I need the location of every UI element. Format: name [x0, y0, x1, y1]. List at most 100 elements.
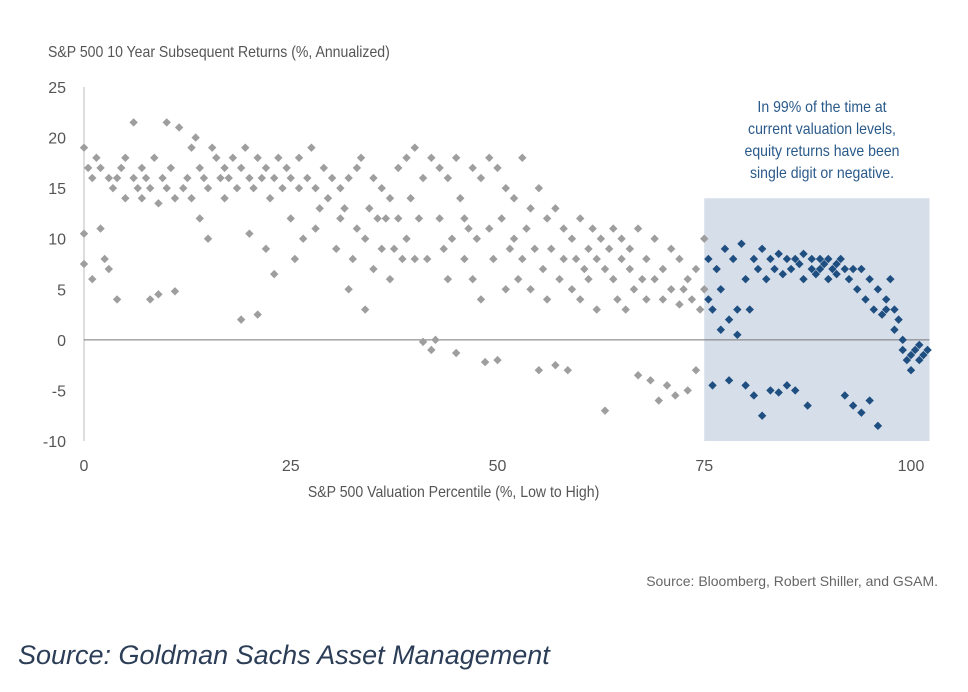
x-tick-label: 75: [695, 458, 713, 475]
data-point: [848, 264, 858, 274]
data-point: [141, 173, 151, 183]
data-point: [861, 295, 870, 304]
y-tick-label: 25: [48, 80, 66, 97]
data-point: [468, 274, 477, 284]
data-point: [241, 143, 250, 152]
data-point: [352, 163, 362, 173]
data-point: [559, 254, 568, 264]
data-point: [671, 391, 680, 400]
data-point: [332, 244, 341, 254]
data-point: [518, 254, 527, 264]
data-point: [344, 285, 353, 294]
data-point: [666, 244, 676, 254]
data-point: [782, 254, 792, 264]
data-point: [687, 295, 697, 304]
data-point: [877, 310, 887, 319]
data-point: [303, 173, 312, 183]
data-point: [762, 274, 771, 284]
data-point: [567, 285, 577, 294]
data-point: [191, 133, 200, 142]
data-point: [774, 249, 783, 259]
data-point: [584, 244, 593, 254]
data-point: [633, 224, 643, 233]
data-point: [629, 285, 639, 294]
data-point: [753, 264, 763, 274]
data-point: [327, 173, 337, 183]
data-point: [261, 244, 271, 254]
data-point: [592, 254, 601, 264]
data-point: [902, 355, 912, 365]
data-point: [576, 214, 585, 223]
data-point: [617, 234, 626, 243]
data-point: [869, 305, 878, 314]
data-point: [464, 224, 473, 233]
data-point: [456, 194, 465, 203]
data-point: [96, 224, 105, 233]
data-point: [828, 264, 837, 274]
chart-source-note: Source: Bloomberg, Robert Shiller, and G…: [646, 573, 938, 589]
data-point: [662, 381, 672, 390]
data-point: [158, 173, 167, 183]
data-point: [112, 173, 122, 183]
data-point: [377, 183, 386, 193]
data-point: [522, 224, 531, 233]
data-point: [691, 264, 701, 274]
data-point: [348, 254, 357, 264]
data-point: [377, 244, 386, 254]
data-point: [613, 295, 622, 304]
data-point: [609, 274, 618, 284]
x-axis-label: S&P 500 Valuation Percentile (%, Low to …: [308, 484, 600, 501]
data-point: [423, 254, 432, 264]
data-point: [195, 214, 204, 223]
data-point: [526, 285, 535, 294]
data-point: [832, 269, 841, 279]
data-point: [551, 360, 560, 370]
data-point: [394, 163, 403, 173]
data-point: [311, 183, 320, 193]
data-point: [592, 305, 601, 314]
data-point: [873, 285, 883, 294]
data-point: [145, 183, 155, 193]
data-point: [187, 143, 196, 152]
data-point: [402, 153, 411, 162]
y-tick-label: -10: [43, 434, 66, 451]
data-point: [559, 224, 568, 233]
data-point: [683, 274, 692, 284]
data-point: [129, 118, 138, 127]
data-point: [886, 274, 895, 284]
data-point: [737, 239, 746, 248]
data-point: [249, 183, 258, 193]
data-point: [588, 224, 597, 233]
data-point: [112, 295, 122, 304]
data-point: [782, 381, 792, 390]
data-point: [501, 285, 510, 294]
data-point: [807, 254, 816, 264]
data-point: [224, 173, 233, 183]
data-point: [307, 143, 316, 152]
data-point: [108, 183, 118, 193]
data-point: [236, 163, 246, 173]
data-point: [373, 214, 382, 223]
data-point: [509, 234, 519, 243]
data-point: [174, 123, 184, 132]
data-point: [890, 305, 899, 314]
data-point: [704, 295, 713, 304]
data-point: [137, 194, 147, 203]
data-point: [712, 264, 721, 274]
data-point: [79, 229, 89, 238]
data-point: [236, 315, 246, 324]
data-point: [600, 406, 610, 415]
data-point: [336, 214, 345, 223]
data-point: [584, 274, 593, 284]
data-point: [145, 295, 155, 304]
caption-source: Source: Goldman Sachs Asset Management: [18, 640, 550, 670]
annotation-text: In 99% of the time at current valuation …: [744, 99, 900, 182]
data-point: [844, 274, 854, 284]
data-point: [650, 274, 659, 284]
data-point: [315, 204, 324, 213]
data-point: [121, 153, 130, 162]
data-point: [228, 153, 238, 162]
data-point: [133, 183, 142, 193]
